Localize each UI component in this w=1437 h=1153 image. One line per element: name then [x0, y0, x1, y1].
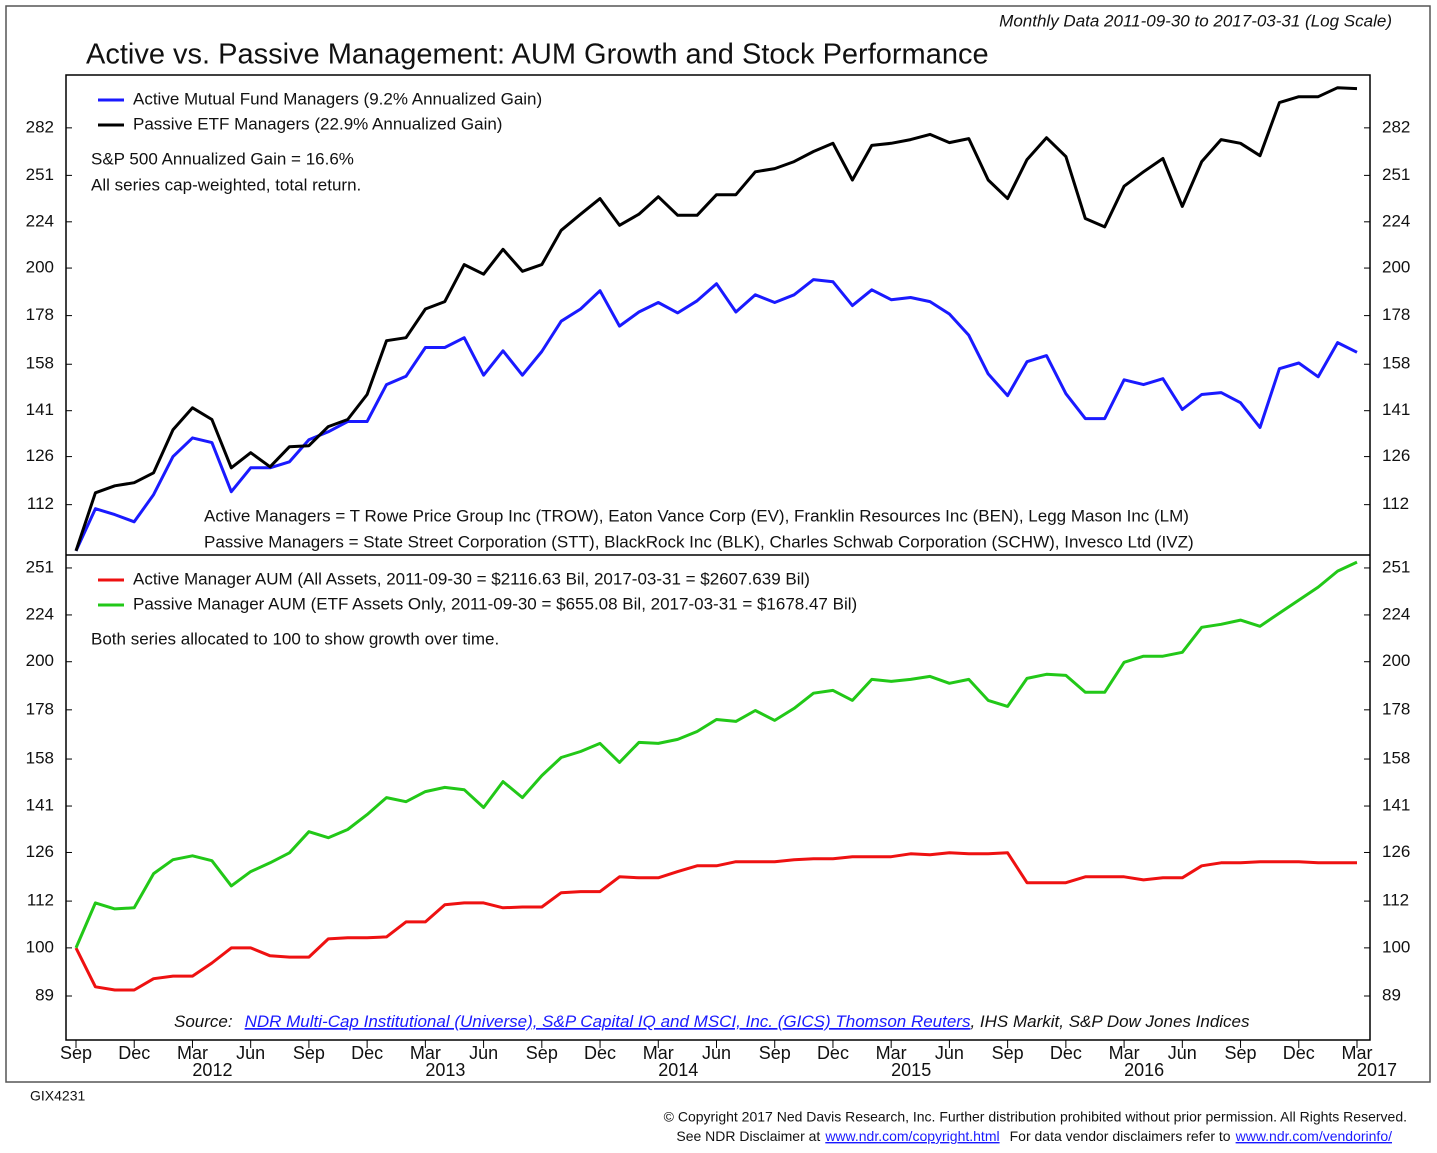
y-tick-label: 200 [26, 258, 54, 277]
x-tick-label: Jun [469, 1043, 498, 1063]
y2-tick-label: 251 [1382, 557, 1410, 576]
x-tick-label: Sep [60, 1043, 92, 1063]
y-tick-label: 112 [27, 494, 54, 513]
x-tick-label: Sep [526, 1043, 558, 1063]
x-tick-label: Jun [236, 1043, 265, 1063]
x-tick-label: Mar [643, 1043, 674, 1063]
y2-tick-label: 178 [1382, 305, 1410, 324]
y-tick-label: 251 [26, 165, 54, 184]
y2-tick-label: 89 [1382, 985, 1401, 1004]
series-line [74, 560, 1358, 949]
x-tick-label: Dec [584, 1043, 616, 1063]
series-line [74, 851, 1357, 992]
y-tick-label: 158 [26, 749, 54, 768]
subtitle: Monthly Data 2011-09-30 to 2017-03-31 (L… [999, 11, 1392, 30]
chart-code: GIX4231 [30, 1088, 85, 1104]
disclaimer: See NDR Disclaimer at www.ndr.com/copyrig… [676, 1128, 1392, 1144]
y-tick-label: 178 [26, 305, 54, 324]
y2-tick-label: 141 [1382, 796, 1410, 815]
annotation: Active Managers = T Rowe Price Group Inc… [204, 506, 1189, 525]
x-tick-label: Mar [876, 1043, 907, 1063]
x-year-label: 2016 [1124, 1060, 1164, 1080]
vendor-text: For data vendor disclaimers refer to [1010, 1128, 1231, 1144]
legend-label: Passive ETF Managers (22.9% Annualized G… [133, 114, 502, 133]
y-tick-label: 282 [26, 117, 54, 136]
x-tick-label: Mar [1109, 1043, 1140, 1063]
y2-tick-label: 126 [1382, 842, 1410, 861]
source-link[interactable]: NDR Multi-Cap Institutional (Universe), … [245, 1012, 971, 1031]
x-tick-label: Sep [992, 1043, 1024, 1063]
x-tick-label: Jun [1168, 1043, 1197, 1063]
series-line [74, 278, 1358, 552]
chart-title: Active vs. Passive Management: AUM Growt… [86, 39, 989, 71]
y2-tick-label: 200 [1382, 651, 1410, 670]
y2-tick-label: 126 [1382, 446, 1410, 465]
source-rest: , IHS Markit, S&P Dow Jones Indices [970, 1012, 1250, 1031]
disclaimer-text: See NDR Disclaimer at [676, 1128, 820, 1144]
frame [5, 5, 1431, 1083]
x-tick-label: Sep [1225, 1043, 1257, 1063]
legend-label: Passive Manager AUM (ETF Assets Only, 20… [133, 594, 857, 613]
legend-label: Active Mutual Fund Managers (9.2% Annual… [133, 89, 542, 108]
y-tick-label: 251 [26, 557, 54, 576]
y2-tick-label: 112 [1382, 891, 1409, 910]
x-year-label: 2017 [1357, 1060, 1397, 1080]
y2-tick-label: 282 [1382, 117, 1410, 136]
x-tick-label: Mar [177, 1043, 208, 1063]
y2-tick-label: 224 [1382, 211, 1410, 230]
y-tick-label: 141 [26, 796, 54, 815]
source-label: Source: [174, 1012, 233, 1031]
plot-frame [65, 74, 1371, 1041]
y-tick-label: 224 [26, 604, 54, 623]
legend-label: Active Manager AUM (All Assets, 2011-09-… [133, 569, 810, 588]
y-tick-label: 126 [26, 842, 54, 861]
y-tick-label: 200 [26, 651, 54, 670]
y2-tick-label: 158 [1382, 749, 1410, 768]
y2-tick-label: 251 [1382, 165, 1410, 184]
y2-tick-label: 224 [1382, 604, 1410, 623]
annotation: Passive Managers = State Street Corporat… [204, 532, 1194, 551]
x-tick-label: Sep [759, 1043, 791, 1063]
annotation: S&P 500 Annualized Gain = 16.6% [91, 149, 354, 168]
annotation: Both series allocated to 100 to show gro… [91, 629, 499, 648]
y2-tick-label: 158 [1382, 354, 1410, 373]
series-line [74, 86, 1358, 552]
x-year-label: 2013 [425, 1060, 465, 1080]
copyright: © Copyright 2017 Ned Davis Research, Inc… [664, 1109, 1407, 1125]
y-tick-label: 100 [26, 937, 54, 956]
y-tick-label: 112 [27, 891, 54, 910]
x-tick-label: Mar [410, 1043, 441, 1063]
y2-tick-label: 200 [1382, 258, 1410, 277]
source: Source: NDR Multi-Cap Institutional (Univ… [174, 1012, 1250, 1031]
x-year-label: 2014 [658, 1060, 698, 1080]
y2-tick-label: 112 [1382, 494, 1409, 513]
x-year-label: 2012 [192, 1060, 232, 1080]
x-tick-label: Dec [351, 1043, 383, 1063]
x-tick-label: Mar [1342, 1043, 1373, 1063]
y2-tick-label: 100 [1382, 937, 1410, 956]
y-tick-label: 224 [26, 211, 54, 230]
x-tick-label: Dec [1283, 1043, 1315, 1063]
y-tick-label: 89 [35, 985, 54, 1004]
vendor-link[interactable]: www.ndr.com/vendorinfo/ [1235, 1128, 1393, 1144]
x-tick-label: Jun [935, 1043, 964, 1063]
x-year-label: 2015 [891, 1060, 931, 1080]
y2-tick-label: 141 [1382, 400, 1410, 419]
x-tick-label: Dec [817, 1043, 849, 1063]
y-tick-label: 178 [26, 699, 54, 718]
y-tick-label: 141 [26, 400, 54, 419]
annotation: All series cap-weighted, total return. [91, 175, 361, 194]
x-tick-label: Sep [293, 1043, 325, 1063]
x-tick-label: Jun [702, 1043, 731, 1063]
y-tick-label: 158 [26, 354, 54, 373]
y-tick-label: 126 [26, 446, 54, 465]
y2-tick-label: 178 [1382, 699, 1410, 718]
x-tick-label: Dec [118, 1043, 150, 1063]
x-tick-label: Dec [1050, 1043, 1082, 1063]
disclaimer-link[interactable]: www.ndr.com/copyright.html [824, 1128, 999, 1144]
